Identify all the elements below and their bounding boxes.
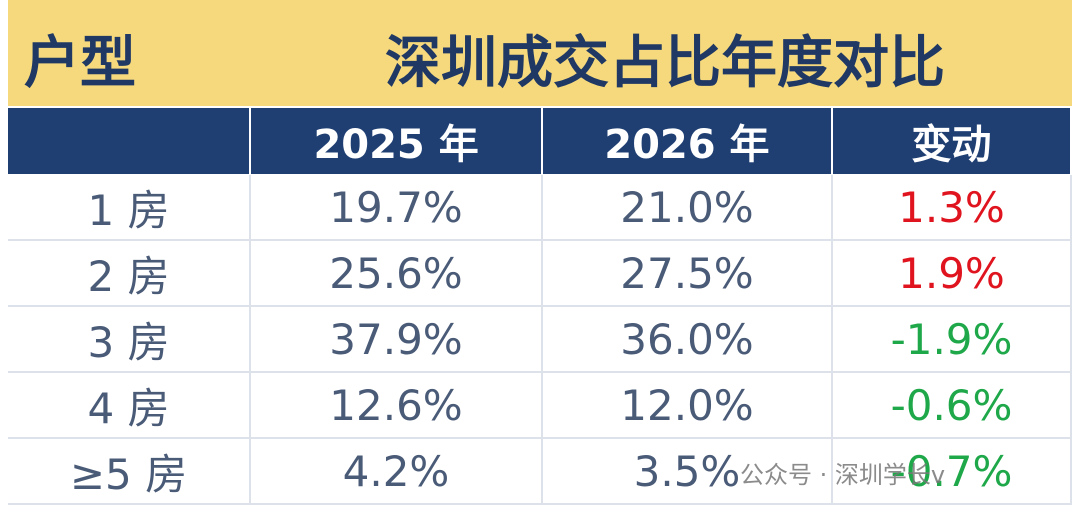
cell: 25.6% xyxy=(251,241,543,307)
cell: 3.5% xyxy=(543,439,833,505)
cell: 21.0% xyxy=(543,175,833,241)
header-row: 2025 年 2026 年变动 xyxy=(8,108,1072,174)
cell: 2025 年 xyxy=(251,108,541,174)
cell: 变动 xyxy=(832,108,1070,174)
cell: 3 房 xyxy=(8,307,251,373)
cell: 36.0% xyxy=(543,307,833,373)
title-main: 深圳成交占比年度对比 xyxy=(385,31,945,96)
cell: 2026 年 xyxy=(542,108,831,174)
cell: -1.9% xyxy=(833,307,1072,373)
cell: 1.9% xyxy=(833,241,1072,307)
watermark: 公众号 · 深圳学长v xyxy=(740,461,946,489)
data-row: ≥5 房 4.2% 3.5% -0.7% xyxy=(8,439,1072,505)
data-row: 4 房 12.6% 12.0% -0.6% xyxy=(8,373,1072,439)
cell: ≥5 房 xyxy=(8,439,251,505)
title-bar: 户型 深圳成交占比年度对比 xyxy=(8,0,1072,106)
cell xyxy=(8,108,250,174)
cell: 12.0% xyxy=(543,373,833,439)
cell: -0.6% xyxy=(833,373,1072,439)
cell: 4.2% xyxy=(251,439,543,505)
cell: -0.7% xyxy=(833,439,1072,505)
cell: 27.5% xyxy=(543,241,833,307)
cell: 2 房 xyxy=(8,241,251,307)
cell: 4 房 xyxy=(8,373,251,439)
cell: 12.6% xyxy=(251,373,543,439)
data-row: 2 房 25.6% 27.5% 1.9% xyxy=(8,241,1072,307)
cell: 37.9% xyxy=(251,307,543,373)
data-row: 1 房 19.7% 21.0% 1.3% xyxy=(8,175,1072,241)
cell: 1 房 xyxy=(8,175,251,241)
cell: 19.7% xyxy=(251,175,543,241)
title-left: 户型 xyxy=(24,31,136,96)
cell: 1.3% xyxy=(833,175,1072,241)
data-row: 3 房 37.9% 36.0% -1.9% xyxy=(8,307,1072,373)
